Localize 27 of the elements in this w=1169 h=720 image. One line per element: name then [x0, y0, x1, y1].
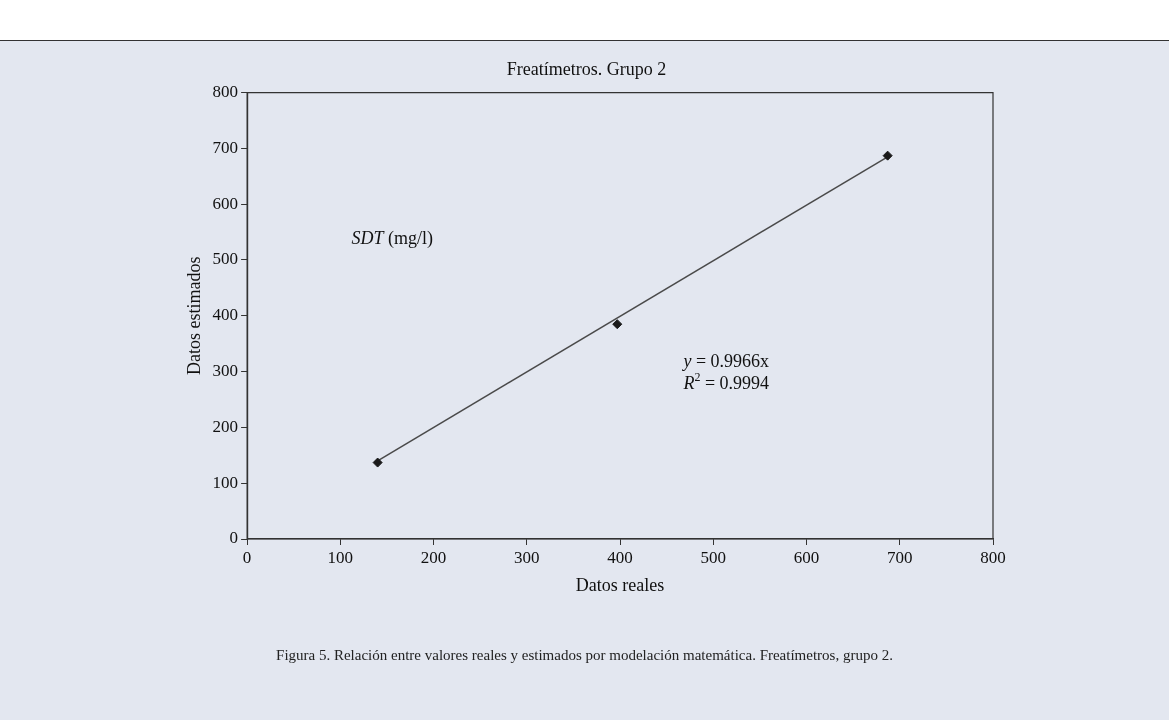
- x-tick-label: 100: [327, 547, 354, 567]
- x-tick-label: 200: [420, 547, 447, 567]
- x-tick-label: 500: [700, 547, 727, 567]
- chart-title: Freatímetros. Grupo 2: [506, 58, 667, 79]
- y-axis-title: Datos estimados: [183, 256, 204, 376]
- y-tick-label: 500: [212, 249, 239, 269]
- y-tick-label: 600: [212, 193, 239, 213]
- point: [882, 150, 893, 161]
- y-tick-label: 0: [229, 528, 239, 548]
- y-tick-label: 100: [212, 472, 239, 492]
- x-tick-label: 800: [980, 547, 1006, 567]
- y-tick-label: 200: [212, 416, 239, 436]
- x-tick-label: 300: [514, 547, 540, 567]
- y-tick-label: 700: [212, 137, 239, 157]
- point: [612, 319, 623, 330]
- point: [372, 457, 383, 468]
- x-tick-label: 0: [242, 547, 252, 567]
- y-tick-label: 400: [212, 305, 239, 325]
- x-tick-label: 600: [793, 547, 820, 567]
- y-tick-label: 300: [212, 361, 239, 381]
- x-axis-title: Datos reales: [575, 574, 665, 595]
- annotation: SDT (mg/l): [351, 228, 434, 250]
- y-tick-label: 800: [212, 82, 239, 102]
- x-tick-label: 400: [607, 547, 633, 567]
- annotation: y = 0.9966x: [681, 351, 770, 372]
- x-tick-label: 700: [887, 547, 913, 567]
- text: Figura 5. Relación entre valores reales y estimados por modelación matemática. Freatímetros, grupo 2.: [275, 647, 894, 664]
